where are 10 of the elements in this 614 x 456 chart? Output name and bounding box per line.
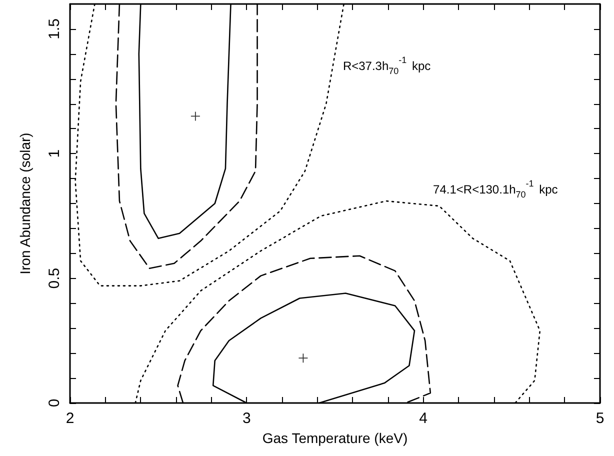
x-tick-label: 4 xyxy=(419,410,428,427)
y-tick-label: 0 xyxy=(46,398,63,408)
y-axis-title: Iron Abundance (solar) xyxy=(17,132,33,274)
y-tick-label: 1.5 xyxy=(46,18,63,40)
x-tick-label: 5 xyxy=(596,410,604,427)
y-tick-label: 0.5 xyxy=(46,268,63,289)
y-tick-label: 1 xyxy=(46,149,63,158)
x-tick-label: 2 xyxy=(66,410,74,427)
x-axis-title: Gas Temperature (keV) xyxy=(262,430,408,446)
x-tick-label: 3 xyxy=(242,410,251,427)
